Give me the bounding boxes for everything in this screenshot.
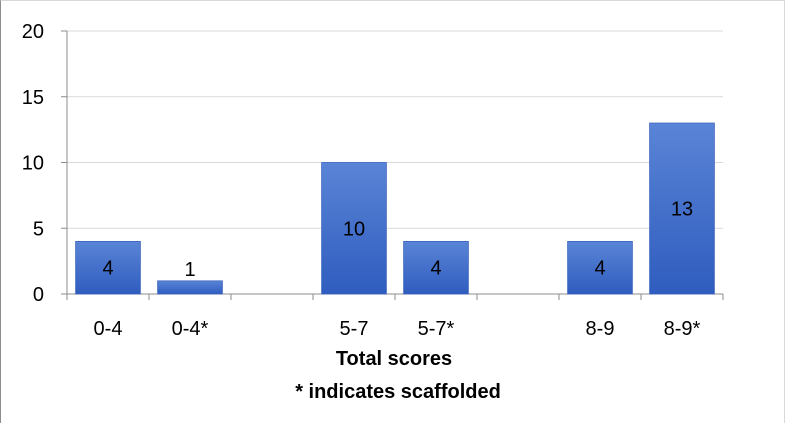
y-tick-label: 20: [22, 21, 44, 43]
x-tick-label: 8-9: [586, 318, 615, 340]
bar: [321, 162, 387, 295]
bar: [649, 122, 715, 295]
y-tick-label: 15: [22, 87, 44, 109]
bar: [75, 240, 141, 295]
bar: [157, 280, 223, 295]
x-tick-label: 8-9*: [664, 318, 701, 340]
bar: [567, 240, 633, 295]
data-label: 4: [430, 258, 441, 280]
data-label: 4: [102, 258, 113, 280]
x-tick-label: 5-7: [340, 318, 369, 340]
x-tick-label: 5-7*: [418, 318, 455, 340]
x-axis-title: Total scores: [336, 348, 452, 370]
data-label: 4: [594, 258, 605, 280]
x-tick-label: 0-4: [94, 318, 123, 340]
y-tick-label: 5: [33, 218, 44, 240]
labels: 0 5 10 15 20 4 0-4 1 0-4* 10 5-7 4 5-7* 4 8-9 13 8-9*: [22, 21, 701, 340]
data-label: 1: [184, 259, 195, 281]
x-axis-subtitle: * indicates scaffolded: [295, 381, 501, 403]
y-tick-label: 10: [22, 153, 44, 175]
data-label: 13: [671, 199, 693, 221]
y-tick-label: 0: [33, 284, 44, 306]
x-tick-label: 0-4*: [172, 318, 209, 340]
bars: [75, 122, 715, 295]
gridlines: [67, 30, 723, 229]
data-label: 10: [343, 218, 365, 240]
bar: [403, 240, 469, 295]
